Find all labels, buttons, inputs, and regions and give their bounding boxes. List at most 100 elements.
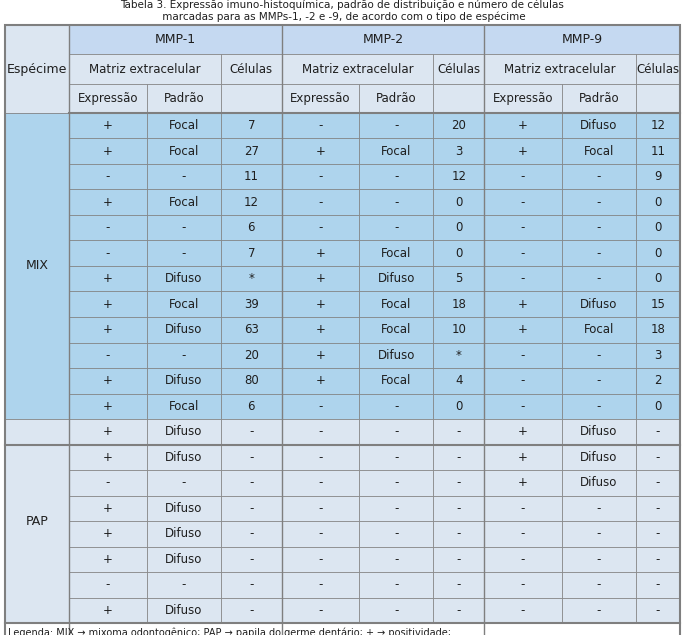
Bar — [359, 444, 434, 470]
Text: 12: 12 — [244, 196, 259, 209]
Text: -: - — [106, 221, 110, 234]
Text: -: - — [394, 578, 399, 591]
Bar — [359, 291, 434, 317]
Text: -: - — [182, 578, 186, 591]
Bar — [434, 84, 484, 113]
Text: -: - — [394, 119, 399, 132]
Text: -: - — [521, 349, 525, 362]
Text: +: + — [518, 298, 528, 311]
Text: -: - — [249, 451, 254, 464]
Text: 39: 39 — [244, 298, 259, 311]
Text: -: - — [106, 247, 110, 260]
Text: 20: 20 — [451, 119, 466, 132]
Bar — [221, 241, 282, 266]
Bar — [562, 317, 636, 342]
Text: -: - — [249, 578, 254, 591]
Bar — [221, 547, 282, 572]
Bar — [359, 113, 434, 138]
Text: Difuso: Difuso — [378, 272, 415, 285]
Text: -: - — [456, 502, 461, 515]
Text: -: - — [521, 247, 525, 260]
Text: Focal: Focal — [381, 145, 412, 157]
Bar — [146, 368, 221, 394]
Text: -: - — [394, 451, 399, 464]
Text: 18: 18 — [650, 323, 665, 337]
Text: -: - — [596, 604, 601, 617]
Text: -: - — [456, 425, 461, 438]
Text: +: + — [103, 528, 113, 540]
Bar — [5, 419, 69, 623]
Text: -: - — [394, 400, 399, 413]
Text: 10: 10 — [451, 323, 466, 337]
Bar — [484, 342, 562, 368]
Bar — [434, 572, 484, 598]
Text: -: - — [318, 476, 323, 490]
Bar — [562, 368, 636, 394]
Bar — [484, 138, 562, 164]
Text: Expressão: Expressão — [492, 91, 553, 105]
Text: Células: Células — [636, 62, 679, 76]
Bar — [562, 215, 636, 241]
Bar — [221, 496, 282, 521]
Text: -: - — [394, 170, 399, 183]
Bar — [636, 215, 680, 241]
Bar — [359, 138, 434, 164]
Bar — [69, 291, 146, 317]
Text: -: - — [596, 400, 601, 413]
Bar — [282, 394, 359, 419]
Bar — [636, 521, 680, 547]
Bar — [636, 547, 680, 572]
Text: -: - — [106, 170, 110, 183]
Text: +: + — [103, 451, 113, 464]
Text: Difuso: Difuso — [165, 528, 202, 540]
Bar — [562, 394, 636, 419]
Text: -: - — [596, 196, 601, 209]
Bar — [484, 25, 680, 55]
Bar — [221, 368, 282, 394]
Text: 18: 18 — [451, 298, 466, 311]
Text: Difuso: Difuso — [580, 476, 618, 490]
Text: -: - — [394, 221, 399, 234]
Text: -: - — [456, 578, 461, 591]
Text: -: - — [318, 221, 323, 234]
Text: -: - — [655, 528, 660, 540]
Text: -: - — [318, 119, 323, 132]
Bar — [434, 368, 484, 394]
Text: -: - — [182, 349, 186, 362]
Text: Difuso: Difuso — [378, 349, 415, 362]
Text: -: - — [249, 502, 254, 515]
Text: Difuso: Difuso — [580, 119, 618, 132]
Text: +: + — [103, 425, 113, 438]
Bar — [434, 444, 484, 470]
Text: +: + — [315, 349, 326, 362]
Text: 6: 6 — [248, 221, 255, 234]
Bar — [69, 572, 146, 598]
Bar — [434, 521, 484, 547]
Bar — [69, 266, 146, 291]
Text: +: + — [103, 272, 113, 285]
Bar — [562, 241, 636, 266]
Bar — [434, 164, 484, 189]
Text: *: * — [456, 349, 462, 362]
Text: +: + — [518, 323, 528, 337]
Text: -: - — [249, 425, 254, 438]
Text: Expressão: Expressão — [78, 91, 138, 105]
Bar — [636, 444, 680, 470]
Text: -: - — [655, 604, 660, 617]
Text: -: - — [596, 221, 601, 234]
Bar — [562, 164, 636, 189]
Text: 0: 0 — [455, 221, 462, 234]
Bar — [484, 84, 562, 113]
Text: -: - — [521, 272, 525, 285]
Bar — [562, 496, 636, 521]
Bar — [221, 521, 282, 547]
Bar — [636, 138, 680, 164]
Text: -: - — [318, 451, 323, 464]
Bar — [359, 342, 434, 368]
Bar — [69, 496, 146, 521]
Bar — [562, 138, 636, 164]
Bar — [221, 164, 282, 189]
Text: -: - — [655, 553, 660, 566]
Text: Difuso: Difuso — [165, 323, 202, 337]
Text: 5: 5 — [455, 272, 462, 285]
